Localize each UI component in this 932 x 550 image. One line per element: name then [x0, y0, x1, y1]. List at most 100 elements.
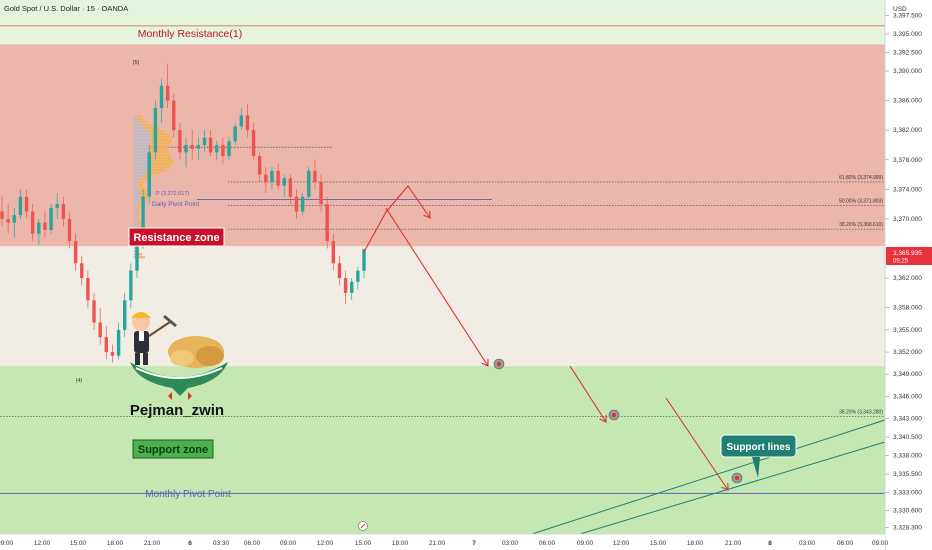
candle-body [24, 196, 29, 212]
background-zones [0, 0, 885, 534]
volume-profile-bar [138, 223, 144, 226]
candle [227, 137, 231, 160]
candle [300, 193, 305, 216]
volume-profile-bar [134, 172, 146, 175]
volume-profile-bar [134, 184, 139, 187]
volume-profile-bar [139, 178, 148, 181]
time-axis-bg [0, 534, 885, 550]
candle [159, 78, 164, 123]
candle-body [325, 204, 329, 242]
candle-body [307, 170, 311, 197]
time-tick-label: 15:00 [70, 540, 87, 547]
volume-profile-bar [134, 199, 140, 202]
price-tick-label: 3,349.000 [893, 371, 922, 378]
support-line-upper [531, 419, 886, 535]
candle [356, 267, 360, 290]
candle [37, 218, 41, 245]
projection-arrow-up [363, 185, 431, 253]
volume-profile-bar [139, 121, 147, 124]
target-marker-dot [612, 413, 616, 417]
candle-body [300, 196, 305, 212]
volume-profile-bar [149, 133, 170, 136]
candle [55, 193, 59, 219]
volume-profile-bar [134, 223, 139, 226]
candle-body [270, 170, 274, 182]
scroll-marker-icon[interactable] [358, 521, 368, 531]
candle [307, 167, 311, 201]
volume-profile-bar [134, 193, 141, 196]
candle-body [123, 300, 127, 330]
candle [190, 130, 194, 160]
time-axis[interactable]: 09:00 12:00 15:00 18:00 21:00 6 03:30 06:00 09:0… [0, 533, 889, 550]
target-marker-icon [608, 409, 620, 421]
time-tick-label: 12:00 [613, 540, 630, 547]
volume-profile-bar [151, 163, 173, 166]
volume-profile-bar [149, 145, 169, 148]
volume-profile-bar [149, 148, 169, 151]
resistance-zone-area [0, 44, 885, 247]
time-tick-label: 18:00 [392, 540, 409, 547]
candle-body [18, 196, 23, 216]
candle-body [110, 352, 115, 356]
arrow-path [385, 207, 489, 367]
candle-body [356, 270, 360, 282]
volume-profile-bar [134, 181, 139, 184]
time-tick-label: 09:00 [872, 540, 889, 547]
candle [6, 204, 10, 234]
arrow-head [481, 358, 489, 367]
candle-body [135, 241, 139, 271]
volume-profile-bar [134, 220, 137, 223]
candle [257, 152, 262, 182]
arrow-head [599, 414, 607, 423]
price-tick-label: 3,386.000 [893, 98, 922, 105]
drawings [363, 185, 886, 535]
volume-profile-bar [138, 184, 144, 187]
candle [24, 189, 29, 219]
volume-profile-bar [134, 187, 139, 190]
volume-profile-bar [134, 196, 141, 199]
candle [337, 255, 342, 286]
support-zone-badge: Support zone [132, 439, 214, 459]
volume-profile-bar [134, 157, 152, 160]
candle [98, 307, 102, 345]
volume-profile-bar [134, 115, 138, 118]
support-lines-label: Support lines [727, 442, 791, 453]
candle [86, 270, 90, 308]
candle [30, 204, 35, 242]
volume-profile-bar [134, 148, 150, 151]
arrow-head [721, 482, 729, 491]
candles[interactable] [0, 63, 366, 363]
price-tick-label: 3,343.000 [893, 416, 922, 423]
candle-body [129, 270, 133, 301]
volume-profile-bar [134, 217, 137, 220]
candle [73, 233, 78, 271]
support-line-lower [579, 441, 886, 535]
price-tick-label: 3,352.000 [893, 349, 922, 356]
volume-profile-bar [134, 160, 152, 163]
arrow-head [423, 210, 431, 219]
candle-body [43, 222, 47, 231]
price-scale[interactable]: USD 3,397.500 3,395.000 3,392.500 3,390.000… [884, 0, 932, 550]
time-tick-label: 03:00 [502, 540, 519, 547]
time-tick-label: 21:00 [429, 540, 446, 547]
arrow-path [569, 365, 607, 423]
candle-body [331, 241, 336, 264]
target-marker-dot [497, 362, 501, 366]
candle [233, 122, 237, 145]
level-lines: 61.80% (3,374.999) 50.00% (3,371.803) 38.2… [0, 25, 885, 494]
candle-body [239, 115, 243, 127]
time-tick-label: 09:00 [577, 540, 594, 547]
volume-profile-bar [134, 139, 152, 142]
volume-profile-bar [150, 166, 171, 169]
candle-body [245, 115, 250, 131]
volume-profile-bar [134, 214, 137, 217]
daily-pivot-value: P (3,372.617) [156, 191, 189, 197]
support-zone-label: Support zone [138, 444, 208, 456]
resistance-zone-badge: Resistance zone [128, 227, 225, 247]
candle [147, 144, 151, 205]
volume-profile-bar [134, 226, 140, 229]
time-tick-label: 7 [472, 540, 476, 547]
candle-body [233, 126, 237, 142]
candle [0, 196, 4, 227]
